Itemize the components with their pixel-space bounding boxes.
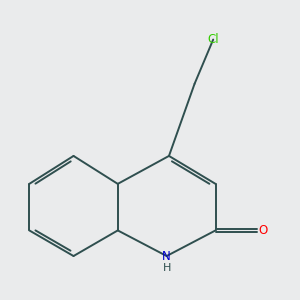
Text: Cl: Cl [207, 33, 219, 46]
Text: N: N [162, 250, 171, 262]
Text: O: O [258, 224, 267, 237]
Text: H: H [163, 263, 171, 273]
